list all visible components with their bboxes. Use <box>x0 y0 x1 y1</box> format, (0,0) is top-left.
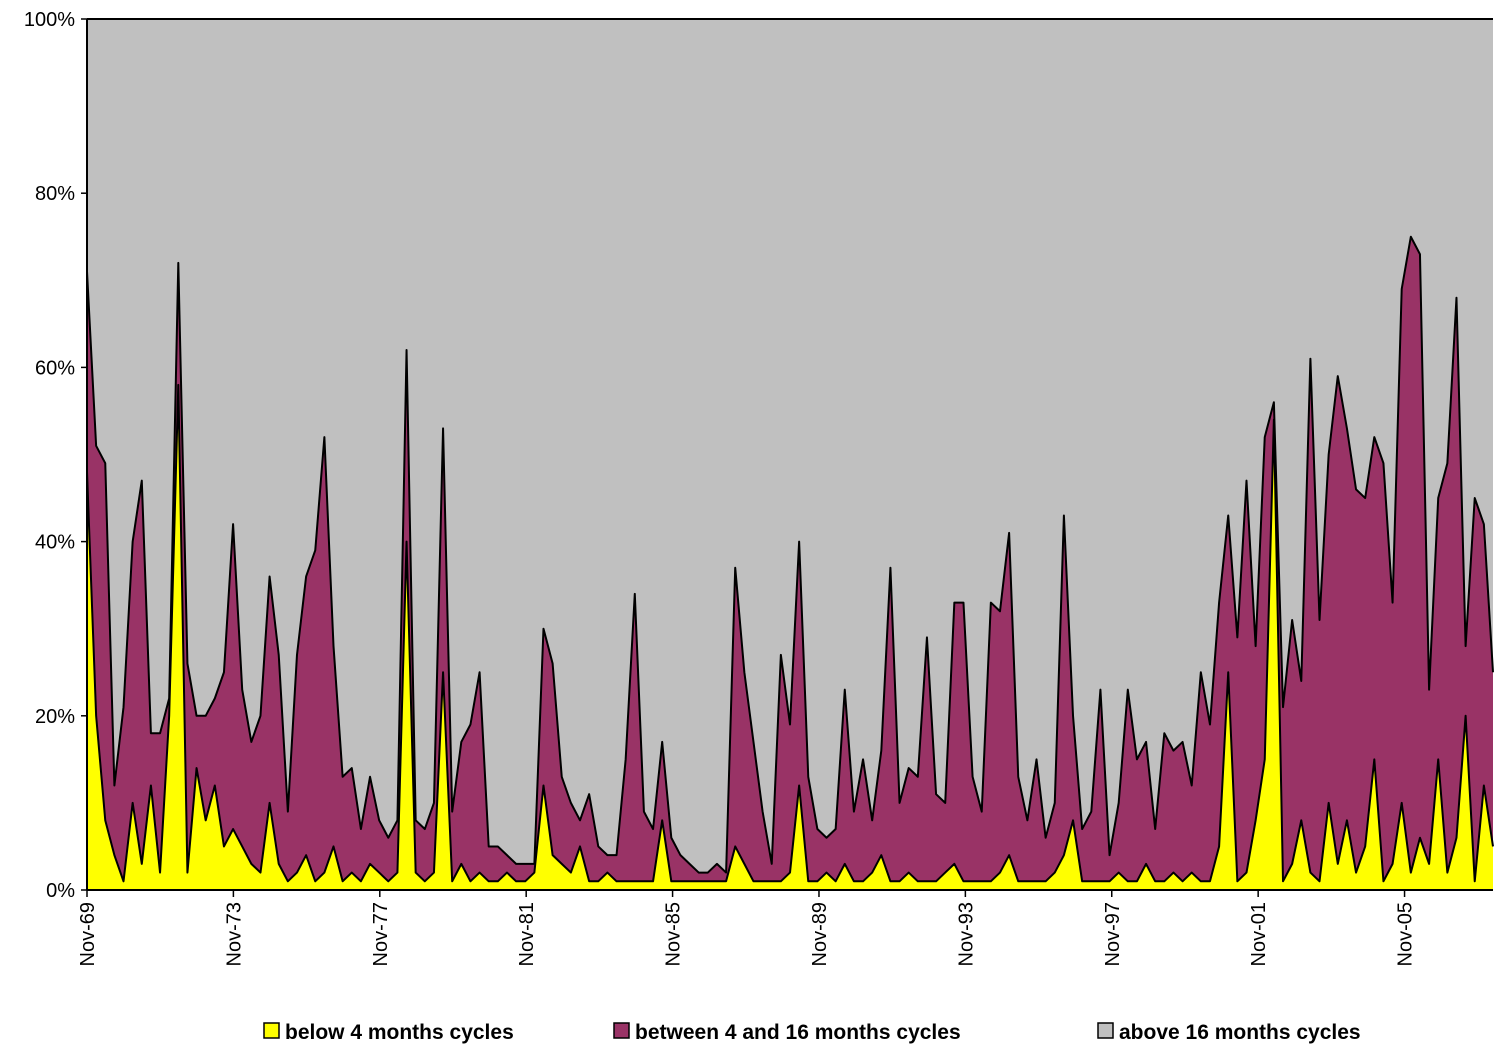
y-axis: 0% 20% 40% 60% 80% 100% <box>24 9 87 902</box>
x-tick-label: Nov-89 <box>809 902 831 966</box>
x-tick-label: Nov-85 <box>663 902 685 966</box>
x-tick-label: Nov-81 <box>516 902 538 966</box>
x-tick-label: Nov-73 <box>223 902 245 966</box>
x-tick-label: Nov-69 <box>77 902 99 966</box>
area-series-2 <box>87 19 1493 873</box>
area-series-1 <box>87 236 1493 882</box>
x-axis: Nov-69 Nov-73 Nov-77 Nov-81 Nov-85 Nov-89 Nov-… <box>77 890 1417 966</box>
legend-label-0: below 4 months cycles <box>285 1021 514 1044</box>
y-tick-label: 80% <box>35 183 75 205</box>
legend: below 4 months cycles between 4 and 16 mo… <box>263 1021 1361 1044</box>
y-tick-label: 0% <box>46 880 75 902</box>
y-tick-label: 20% <box>35 706 75 728</box>
series-boundary-line-1 <box>86 235 1494 874</box>
x-tick-label: Nov-97 <box>1102 902 1124 966</box>
x-tick-label: Nov-01 <box>1248 902 1270 966</box>
x-tick-label: Nov-05 <box>1395 902 1417 966</box>
legend-swatch-0 <box>263 1022 280 1039</box>
legend-label-2: above 16 months cycles <box>1119 1021 1361 1044</box>
area-layers <box>87 19 1493 890</box>
series-lines <box>86 235 1494 883</box>
x-tick-label: Nov-93 <box>955 902 977 966</box>
legend-label-1: between 4 and 16 months cycles <box>635 1021 961 1044</box>
x-tick-label: Nov-77 <box>370 902 392 966</box>
legend-swatch-2 <box>1097 1022 1114 1039</box>
legend-swatch-1 <box>613 1022 630 1039</box>
y-tick-label: 60% <box>35 357 75 379</box>
series-boundary-line-0 <box>86 383 1494 883</box>
y-tick-label: 40% <box>35 532 75 554</box>
y-tick-label: 100% <box>24 9 75 31</box>
